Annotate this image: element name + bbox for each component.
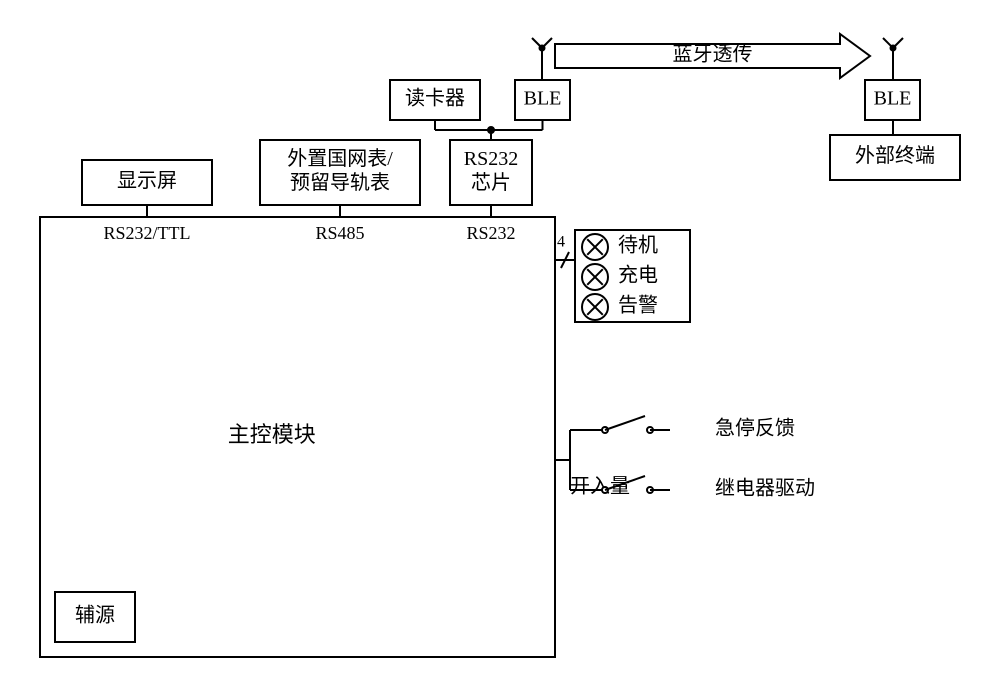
meter-label-2: 预留导轨表 [290, 171, 390, 194]
ble-right-label: BLE [874, 88, 912, 110]
antenna-left-tip [540, 46, 545, 51]
bt-pass-label: 蓝牙透传 [673, 43, 753, 66]
antenna-right-tip [891, 46, 896, 51]
rs485-label: RS485 [315, 223, 364, 243]
led-count-label: 4 [557, 234, 565, 251]
rs232-label: RS232 [466, 223, 515, 243]
display-label: 显示屏 [117, 170, 177, 192]
rs232-chip-label-2: 芯片 [471, 171, 511, 194]
digital-in-label: 开入量 [570, 476, 630, 498]
rs232-chip-label-1: RS232 [464, 148, 518, 170]
reader-label: 读卡器 [405, 87, 465, 110]
relay-switch-label: 继电器驱动 [715, 477, 815, 500]
led-label-2: 告警 [618, 294, 658, 317]
meter-label-1: 外置国网表/ [287, 147, 393, 170]
external-terminal-label: 外部终端 [855, 144, 935, 167]
led-label-1: 充电 [618, 264, 658, 287]
estop-switch-label: 急停反馈 [715, 417, 795, 440]
rs232ttl-label: RS232/TTL [103, 223, 190, 243]
main-controller-label: 主控模块 [228, 422, 316, 447]
aux-power-label: 辅源 [75, 604, 115, 627]
ble-left-label: BLE [524, 88, 562, 110]
led-label-0: 待机 [618, 234, 658, 257]
junction-dot [488, 127, 494, 133]
estop-switch-arm [605, 416, 645, 430]
